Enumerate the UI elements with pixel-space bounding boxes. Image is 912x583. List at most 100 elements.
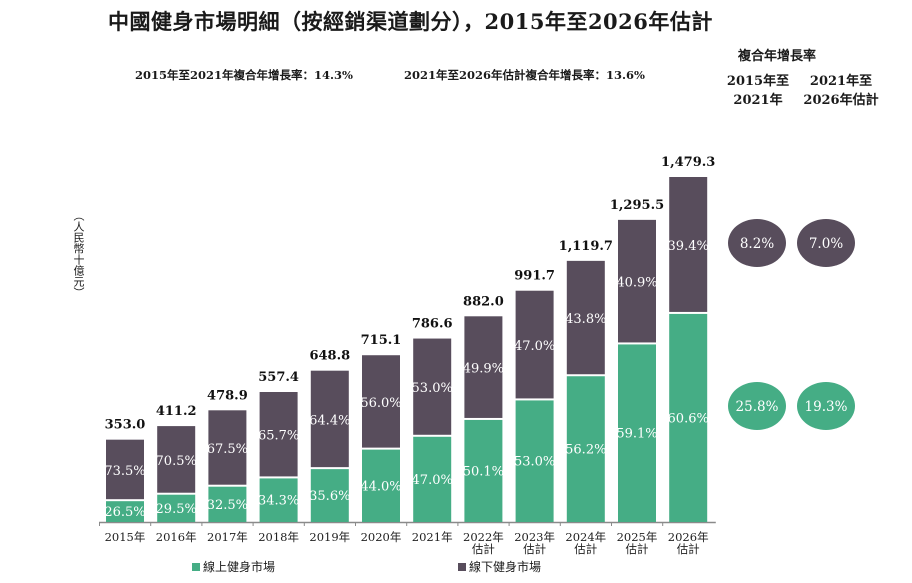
x-tick-label: 估計: [574, 542, 597, 556]
data-label-online: 26.5%: [104, 505, 145, 520]
cagr-2021-2026-summary: 2021年至2026年估計複合年增長率：13.6%: [404, 68, 645, 82]
x-tick-label: 2020年: [361, 530, 402, 544]
x-tick-label: 估計: [472, 542, 495, 556]
data-label-offline: 39.4%: [668, 239, 709, 254]
data-label-online: 59.1%: [616, 427, 657, 442]
bar-segment-offline: [413, 338, 452, 435]
data-label-online: 60.6%: [668, 411, 709, 426]
total-label: 353.0: [105, 418, 146, 433]
total-label: 1,479.3: [661, 155, 715, 170]
cagr-col1-line2: 2021年: [733, 93, 783, 108]
x-tick-label: 2025年: [617, 530, 658, 544]
cagr-col2-line1: 2021年至: [809, 74, 873, 89]
legend-swatch-online: [192, 562, 200, 571]
data-label-offline: 64.4%: [309, 413, 350, 428]
bar-segment-offline: [515, 290, 554, 399]
cagr-col2-line2: 2026年估計: [803, 93, 879, 108]
data-label-offline: 73.5%: [104, 464, 145, 479]
data-label-offline: 56.0%: [360, 396, 401, 411]
legend-label-offline: 線下健身市場: [469, 560, 542, 574]
total-label: 557.4: [258, 370, 299, 385]
data-label-offline: 47.0%: [514, 339, 555, 354]
bar-segment-online: [566, 376, 605, 522]
bar-segment-online: [464, 419, 503, 522]
cagr-col2-header: 2021年至 2026年估計: [796, 70, 886, 108]
data-label-offline: 49.9%: [463, 362, 504, 377]
cagr-col1-line1: 2015年至: [726, 74, 790, 89]
legend-item-online: 線上健身市場: [192, 558, 275, 575]
bar-segment-online: [362, 449, 400, 522]
x-tick-label: 估計: [523, 542, 546, 556]
data-label-online: 32.5%: [207, 498, 248, 513]
legend-item-offline: 線下健身市場: [458, 558, 541, 575]
x-tick-label: 2023年: [514, 530, 555, 544]
x-tick-label: 估計: [677, 542, 700, 556]
bar-segment-offline: [208, 410, 247, 485]
data-label-online: 56.2%: [565, 443, 606, 458]
cagr-value-online: 19.3%: [805, 399, 848, 415]
cagr-value-online: 25.8%: [736, 399, 779, 415]
total-label: 411.2: [156, 404, 197, 419]
data-label-offline: 65.7%: [258, 429, 299, 444]
data-label-online: 44.0%: [360, 479, 401, 494]
x-tick-label: 2019年: [309, 530, 350, 544]
bar-segment-online: [106, 501, 144, 522]
x-tick-label: 2024年: [565, 530, 606, 544]
total-label: 478.9: [207, 388, 248, 403]
total-label: 882.0: [463, 294, 504, 309]
cagr-bubble-offline: [728, 219, 786, 267]
cagr-bubble-online: [728, 382, 786, 430]
x-tick-label: 2017年: [207, 530, 248, 544]
data-label-offline: 67.5%: [207, 442, 248, 457]
total-label: 1,119.7: [559, 239, 613, 254]
cagr-table-header: 複合年增長率: [738, 49, 817, 64]
y-axis-label: （人民幣十億元）: [72, 210, 85, 298]
data-label-offline: 53.0%: [412, 381, 453, 396]
bar-segment-offline: [464, 316, 503, 418]
bar-segment-offline: [310, 370, 349, 468]
chart-title: 中國健身市場明細（按經銷渠道劃分），2015年至2026年估計: [108, 9, 713, 34]
cagr-2015-2021-summary: 2015年至2021年複合年增長率：14.3%: [135, 68, 353, 82]
bar-segment-offline: [669, 177, 708, 312]
data-label-online: 29.5%: [156, 502, 197, 517]
bar-segment-online: [157, 494, 196, 522]
cagr-value-offline: 8.2%: [740, 236, 774, 252]
data-label-offline: 43.8%: [565, 312, 606, 327]
x-tick-label: 2016年: [156, 530, 197, 544]
data-label-online: 34.3%: [258, 494, 299, 509]
bar-segment-online: [310, 469, 349, 522]
x-tick-label: 估計: [626, 542, 649, 556]
total-label: 715.1: [361, 333, 402, 348]
bar-segment-online: [208, 486, 247, 522]
x-tick-label: 2026年: [668, 530, 709, 544]
bar-segment-offline: [362, 355, 400, 448]
legend-label-online: 線上健身市場: [203, 560, 276, 574]
cagr-value-offline: 7.0%: [809, 236, 843, 252]
x-tick-label: 2015年: [105, 530, 146, 544]
bar-segment-online: [259, 478, 298, 522]
bar-segment-online: [669, 313, 708, 522]
data-label-online: 47.0%: [412, 473, 453, 488]
cagr-bubble-online: [797, 382, 855, 430]
total-label: 648.8: [309, 349, 350, 364]
x-tick-label: 2018年: [258, 530, 299, 544]
total-label: 1,295.5: [610, 198, 664, 213]
legend-swatch-offline: [458, 562, 466, 571]
bar-segment-offline: [259, 392, 298, 477]
bar-segment-online: [618, 344, 656, 522]
x-tick-label: 2022年: [463, 530, 504, 544]
data-label-offline: 70.5%: [156, 454, 197, 469]
bar-segment-online: [515, 400, 554, 522]
total-label: 786.6: [412, 317, 453, 332]
data-label-online: 35.6%: [309, 489, 350, 504]
data-label-offline: 40.9%: [616, 276, 657, 291]
x-tick-label: 2021年: [412, 530, 453, 544]
bar-segment-offline: [566, 260, 605, 375]
bar-segment-online: [413, 436, 452, 522]
bar-segment-offline: [157, 426, 196, 493]
bar-segment-offline: [618, 219, 656, 343]
cagr-bubble-offline: [797, 219, 855, 267]
total-label: 991.7: [514, 269, 555, 284]
data-label-online: 50.1%: [463, 464, 504, 479]
